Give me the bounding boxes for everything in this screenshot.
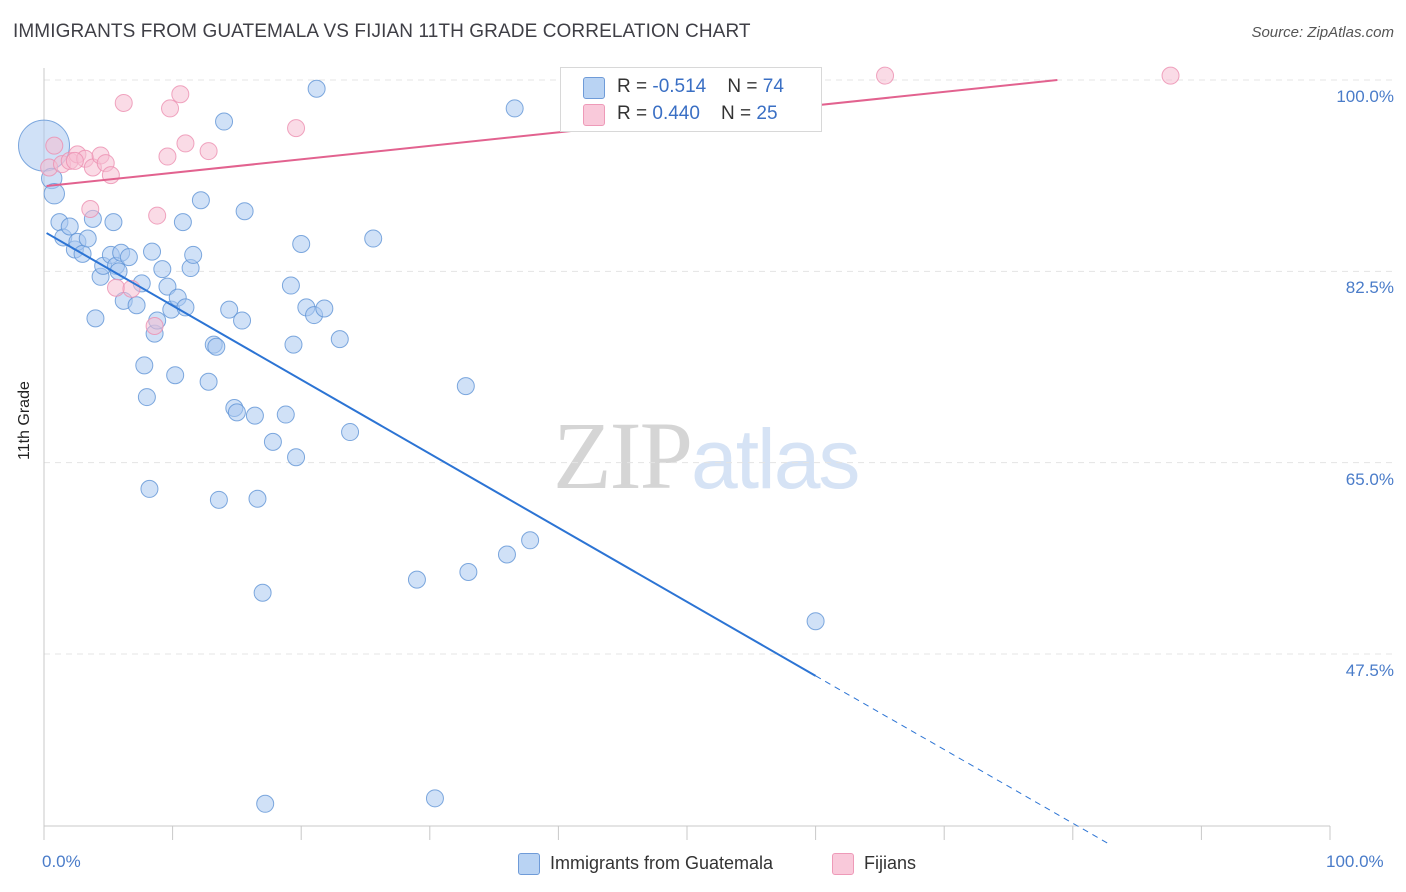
n-label: N = bbox=[727, 76, 763, 97]
y-tick-label-2: 65.0% bbox=[1345, 469, 1394, 489]
trendline-guatemala-extrapolated bbox=[815, 675, 1112, 846]
point-guatemala-66 bbox=[407, 570, 426, 589]
point-fijians-14 bbox=[145, 317, 164, 335]
point-guatemala-67 bbox=[425, 789, 444, 808]
point-guatemala-20 bbox=[119, 248, 138, 267]
point-guatemala-9 bbox=[78, 229, 97, 248]
point-guatemala-39 bbox=[199, 372, 218, 391]
point-guatemala-58 bbox=[292, 235, 311, 253]
point-fijians-16 bbox=[158, 147, 177, 166]
point-guatemala-24 bbox=[137, 388, 156, 407]
point-fijians-24 bbox=[65, 151, 84, 170]
r-value: 0.440 bbox=[652, 103, 700, 124]
y-tick-label-1: 82.5% bbox=[1345, 278, 1394, 298]
point-guatemala-55 bbox=[281, 276, 300, 295]
point-guatemala-29 bbox=[153, 260, 172, 279]
legend-label-guatemala: Immigrants from Guatemala bbox=[550, 853, 774, 873]
point-guatemala-42 bbox=[209, 490, 228, 509]
y-tick-label-0: 100.0% bbox=[1336, 87, 1394, 106]
point-guatemala-47 bbox=[233, 311, 252, 330]
point-fijians-21 bbox=[287, 119, 306, 138]
point-fijians-12 bbox=[114, 93, 133, 112]
point-guatemala-65 bbox=[364, 229, 383, 248]
trendline-guatemala bbox=[46, 232, 817, 677]
point-guatemala-25 bbox=[140, 479, 159, 498]
point-guatemala-43 bbox=[215, 112, 234, 131]
point-guatemala-64 bbox=[341, 423, 360, 442]
point-guatemala-73 bbox=[806, 612, 825, 631]
point-guatemala-11 bbox=[86, 309, 105, 328]
correlation-legend: R = -0.514 N = 74 R = 0.440 N = 25 bbox=[560, 67, 822, 132]
n-label: N = bbox=[721, 103, 757, 124]
point-guatemala-21 bbox=[127, 296, 146, 315]
point-guatemala-49 bbox=[245, 406, 264, 425]
point-guatemala-61 bbox=[307, 79, 326, 98]
point-fijians-6 bbox=[81, 200, 100, 219]
point-guatemala-30 bbox=[158, 277, 177, 296]
point-fijians-11 bbox=[107, 278, 126, 297]
chart-title: IMMIGRANTS FROM GUATEMALA VS FIJIAN 11TH… bbox=[13, 21, 751, 42]
n-value: 74 bbox=[762, 76, 784, 97]
point-fijians-19 bbox=[176, 134, 195, 153]
point-guatemala-37 bbox=[184, 245, 203, 264]
point-guatemala-56 bbox=[284, 335, 303, 354]
point-guatemala-63 bbox=[330, 330, 349, 349]
source-label: Source: ZipAtlas.com bbox=[1251, 24, 1394, 41]
r-label: R = bbox=[617, 76, 653, 97]
point-guatemala-41 bbox=[207, 337, 226, 356]
point-guatemala-44 bbox=[220, 300, 239, 319]
point-guatemala-71 bbox=[505, 99, 524, 118]
y-axis-label: 11th Grade bbox=[16, 381, 33, 460]
point-guatemala-23 bbox=[135, 356, 154, 375]
legend-swatch-pink bbox=[832, 853, 854, 875]
point-guatemala-72 bbox=[521, 531, 540, 550]
point-guatemala-53 bbox=[263, 432, 282, 451]
legend-stats-guatemala: R = -0.514 N = 74 bbox=[617, 76, 784, 98]
point-guatemala-62 bbox=[315, 299, 334, 318]
point-guatemala-68 bbox=[456, 377, 475, 396]
y-tick-label-3: 47.5% bbox=[1345, 661, 1394, 680]
legend-label-fijians: Fijians bbox=[864, 853, 917, 873]
point-fijians-23 bbox=[1161, 66, 1180, 85]
point-fijians-22 bbox=[876, 66, 895, 85]
point-fijians-10 bbox=[101, 166, 120, 185]
point-guatemala-46 bbox=[227, 403, 246, 422]
x-tick-label-min: 0.0% bbox=[42, 852, 81, 871]
point-guatemala-32 bbox=[166, 366, 185, 385]
point-guatemala-52 bbox=[256, 794, 275, 813]
point-guatemala-26 bbox=[143, 242, 162, 261]
point-guatemala-2 bbox=[43, 183, 65, 205]
point-guatemala-34 bbox=[173, 213, 192, 232]
point-guatemala-51 bbox=[253, 583, 272, 602]
point-guatemala-5 bbox=[60, 217, 79, 236]
point-guatemala-54 bbox=[276, 405, 295, 424]
point-fijians-1 bbox=[45, 136, 64, 155]
r-value: -0.514 bbox=[652, 76, 707, 97]
point-fijians-20 bbox=[199, 142, 218, 161]
point-fijians-18 bbox=[171, 85, 190, 104]
legend-swatch-pink bbox=[583, 104, 605, 126]
r-label: R = bbox=[617, 103, 653, 124]
point-guatemala-48 bbox=[235, 202, 254, 221]
point-guatemala-57 bbox=[287, 448, 306, 467]
point-guatemala-15 bbox=[104, 213, 123, 232]
point-fijians-17 bbox=[161, 99, 180, 118]
legend-stats-fijians: R = 0.440 N = 25 bbox=[617, 103, 778, 125]
legend-swatch-blue bbox=[518, 853, 540, 875]
point-guatemala-70 bbox=[497, 545, 516, 564]
legend-swatch-blue bbox=[583, 77, 605, 99]
x-tick-label-max: 100.0% bbox=[1326, 852, 1384, 871]
point-guatemala-50 bbox=[248, 489, 267, 508]
point-guatemala-69 bbox=[459, 563, 478, 581]
trendline-fijians bbox=[46, 79, 1058, 188]
n-value: 25 bbox=[756, 103, 778, 124]
point-fijians-15 bbox=[148, 206, 167, 225]
point-guatemala-38 bbox=[191, 191, 210, 210]
